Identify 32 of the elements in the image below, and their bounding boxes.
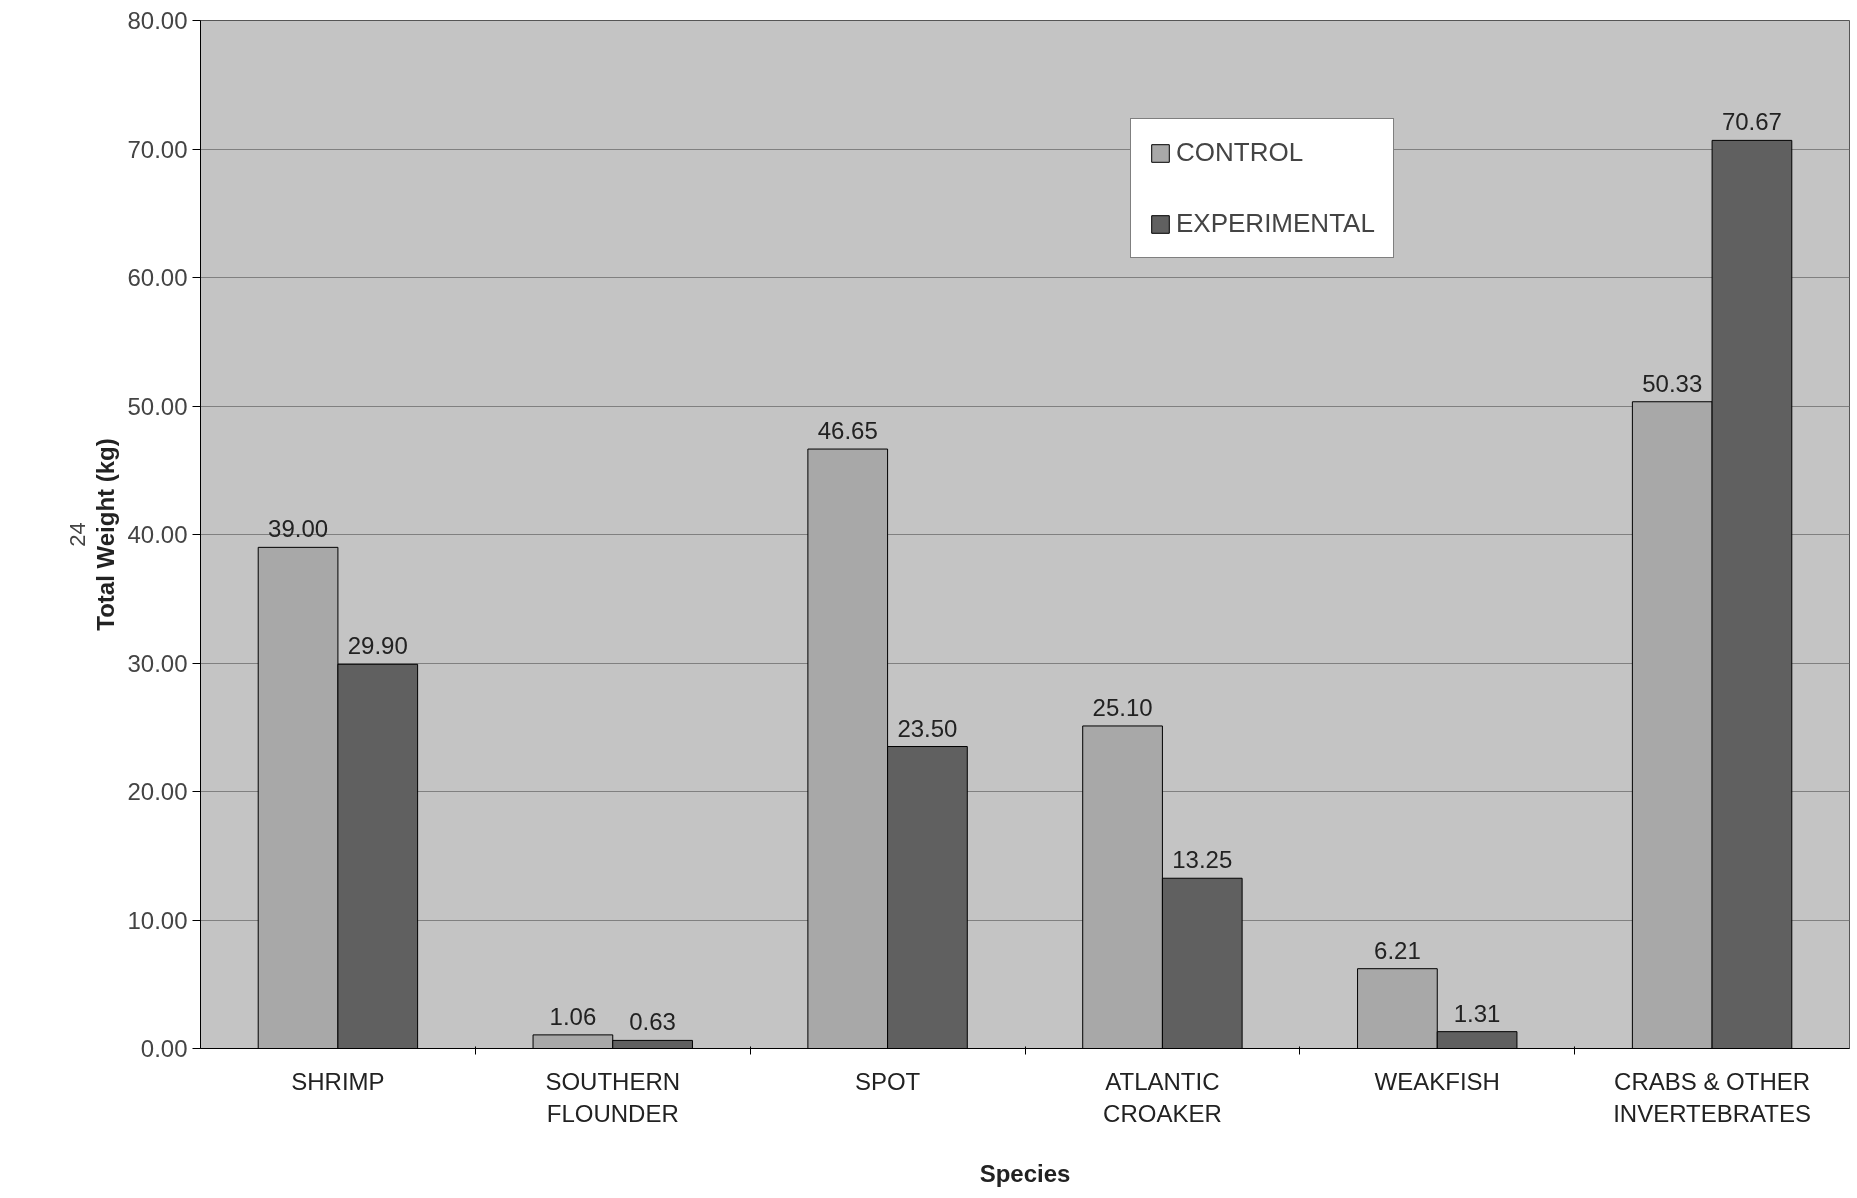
text: 0.63 [629, 1008, 676, 1036]
x-tick-label: WEAKFISH [1374, 1067, 1500, 1095]
legend-label: EXPERIMENTAL [1176, 208, 1375, 239]
legend-label: CONTROL [1176, 137, 1304, 168]
x-tick-label: SPOT [854, 1067, 921, 1095]
y-tick-label: 40.00 [127, 521, 188, 548]
text: 39.00 [268, 515, 329, 543]
text: 1.06 [549, 1002, 597, 1030]
y-tick-label: 10.00 [127, 906, 188, 934]
text: 25.10 [1092, 693, 1153, 721]
y-tick-label: 50.00 [127, 392, 188, 420]
text: 29.90 [347, 632, 408, 660]
y-tick-label: 30.00 [127, 649, 188, 677]
x-tick-label: ATLANTIC CROAKER [1103, 1067, 1222, 1127]
text: 50.33 [1642, 369, 1703, 397]
text: 1.31 [1453, 999, 1501, 1027]
text: 6.21 [1374, 936, 1421, 964]
text: 46.65 [817, 417, 878, 445]
x-axis-title: Species [979, 1159, 1071, 1187]
x-tick-label: SOUTHERN FLOUNDER [545, 1067, 681, 1127]
text: 13.25 [1172, 846, 1233, 874]
text: 23.50 [897, 714, 958, 742]
x-tick-label: SHRIMP [291, 1067, 385, 1095]
y-axis-title: Total Weight (kg) [92, 438, 120, 631]
y-tick-label: 70.00 [127, 135, 188, 163]
x-tick-label: CRABS & OTHER INVERTEBRATES [1613, 1067, 1811, 1127]
y-tick-label: 60.00 [127, 264, 188, 291]
text: 24 [64, 522, 90, 547]
y-tick-label: 0.00 [140, 1035, 188, 1062]
text: 70.67 [1721, 108, 1782, 136]
y-tick-label: 80.00 [127, 7, 188, 34]
y-tick-label: 20.00 [127, 778, 188, 805]
